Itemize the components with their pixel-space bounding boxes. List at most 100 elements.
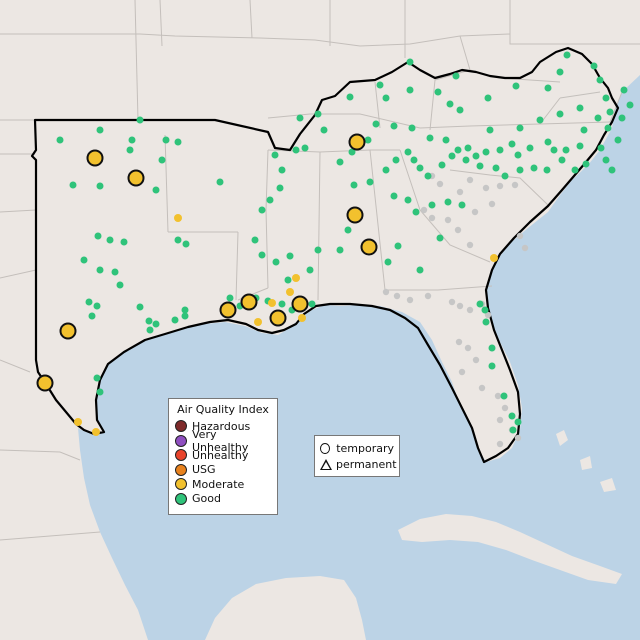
monitor-moderate[interactable] (292, 274, 300, 282)
monitor-nodata[interactable] (472, 356, 480, 364)
monitor-good[interactable] (408, 124, 416, 132)
monitor-good[interactable] (576, 104, 584, 112)
monitor-good[interactable] (456, 106, 464, 114)
monitor-good[interactable] (93, 374, 101, 382)
monitor-good[interactable] (426, 134, 434, 142)
monitor-good[interactable] (608, 166, 616, 174)
monitor-good[interactable] (484, 94, 492, 102)
monitor-good[interactable] (171, 316, 179, 324)
monitor-good[interactable] (258, 251, 266, 259)
monitor-good[interactable] (562, 146, 570, 154)
monitor-good[interactable] (392, 156, 400, 164)
monitor-good[interactable] (404, 196, 412, 204)
monitor-moderate[interactable] (174, 214, 182, 222)
monitor-good[interactable] (486, 126, 494, 134)
monitor-good[interactable] (266, 196, 274, 204)
monitor-good[interactable] (158, 156, 166, 164)
monitor-good[interactable] (454, 146, 462, 154)
monitor-good[interactable] (145, 317, 153, 325)
monitor-good[interactable] (96, 126, 104, 134)
monitor-good[interactable] (571, 166, 579, 174)
monitor-good[interactable] (424, 172, 432, 180)
monitor-good[interactable] (544, 84, 552, 92)
monitor-nodata[interactable] (521, 244, 529, 252)
monitor-moderate-large[interactable] (269, 309, 287, 327)
monitor-good[interactable] (446, 100, 454, 108)
monitor-good[interactable] (448, 152, 456, 160)
monitor-good[interactable] (438, 161, 446, 169)
monitor-good[interactable] (620, 86, 628, 94)
monitor-good[interactable] (514, 151, 522, 159)
monitor-good[interactable] (436, 234, 444, 242)
monitor-good[interactable] (181, 306, 189, 314)
monitor-good[interactable] (88, 312, 96, 320)
monitor-good[interactable] (462, 156, 470, 164)
monitor-good[interactable] (251, 236, 259, 244)
monitor-nodata[interactable] (496, 440, 504, 448)
monitor-good[interactable] (306, 266, 314, 274)
monitor-good[interactable] (258, 206, 266, 214)
monitor-good[interactable] (278, 166, 286, 174)
monitor-moderate-large[interactable] (36, 374, 54, 392)
monitor-good[interactable] (558, 156, 566, 164)
monitor-good[interactable] (496, 146, 504, 154)
monitor-good[interactable] (226, 294, 234, 302)
monitor-good[interactable] (120, 238, 128, 246)
monitor-nodata[interactable] (382, 288, 390, 296)
monitor-nodata[interactable] (424, 292, 432, 300)
monitor-good[interactable] (320, 126, 328, 134)
monitor-nodata[interactable] (393, 292, 401, 300)
monitor-good[interactable] (152, 320, 160, 328)
monitor-good[interactable] (286, 252, 294, 260)
monitor-good[interactable] (530, 164, 538, 172)
monitor-good[interactable] (181, 312, 189, 320)
monitor-nodata[interactable] (501, 404, 509, 412)
monitor-good[interactable] (182, 240, 190, 248)
monitor-moderate-large[interactable] (360, 238, 378, 256)
monitor-good[interactable] (394, 242, 402, 250)
monitor-good[interactable] (508, 140, 516, 148)
monitor-good[interactable] (626, 101, 634, 109)
monitor-good[interactable] (476, 300, 484, 308)
monitor-good[interactable] (576, 142, 584, 150)
monitor-good[interactable] (390, 192, 398, 200)
monitor-good[interactable] (458, 201, 466, 209)
monitor-good[interactable] (481, 306, 489, 314)
monitor-good[interactable] (136, 303, 144, 311)
monitor-good[interactable] (508, 412, 516, 420)
monitor-moderate[interactable] (74, 418, 82, 426)
monitor-good[interactable] (563, 51, 571, 59)
monitor-good[interactable] (488, 362, 496, 370)
monitor-good[interactable] (96, 182, 104, 190)
monitor-good[interactable] (314, 246, 322, 254)
monitor-good[interactable] (85, 298, 93, 306)
monitor-good[interactable] (476, 162, 484, 170)
monitor-good[interactable] (94, 232, 102, 240)
monitor-nodata[interactable] (464, 344, 472, 352)
monitor-good[interactable] (614, 136, 622, 144)
monitor-good[interactable] (152, 186, 160, 194)
monitor-moderate[interactable] (490, 254, 498, 262)
monitor-good[interactable] (372, 120, 380, 128)
monitor-good[interactable] (69, 181, 77, 189)
monitor-good[interactable] (96, 266, 104, 274)
monitor-good[interactable] (580, 126, 588, 134)
monitor-moderate[interactable] (286, 288, 294, 296)
monitor-nodata[interactable] (478, 384, 486, 392)
monitor-good[interactable] (582, 160, 590, 168)
monitor-good[interactable] (526, 144, 534, 152)
monitor-good[interactable] (488, 344, 496, 352)
monitor-good[interactable] (516, 166, 524, 174)
monitor-good[interactable] (444, 198, 452, 206)
monitor-nodata[interactable] (466, 241, 474, 249)
monitor-nodata[interactable] (466, 306, 474, 314)
monitor-nodata[interactable] (436, 180, 444, 188)
monitor-good[interactable] (442, 136, 450, 144)
monitor-good[interactable] (543, 166, 551, 174)
monitor-nodata[interactable] (420, 206, 428, 214)
monitor-good[interactable] (382, 166, 390, 174)
monitor-good[interactable] (550, 146, 558, 154)
monitor-nodata[interactable] (514, 434, 522, 442)
monitor-good[interactable] (136, 116, 144, 124)
monitor-good[interactable] (116, 281, 124, 289)
